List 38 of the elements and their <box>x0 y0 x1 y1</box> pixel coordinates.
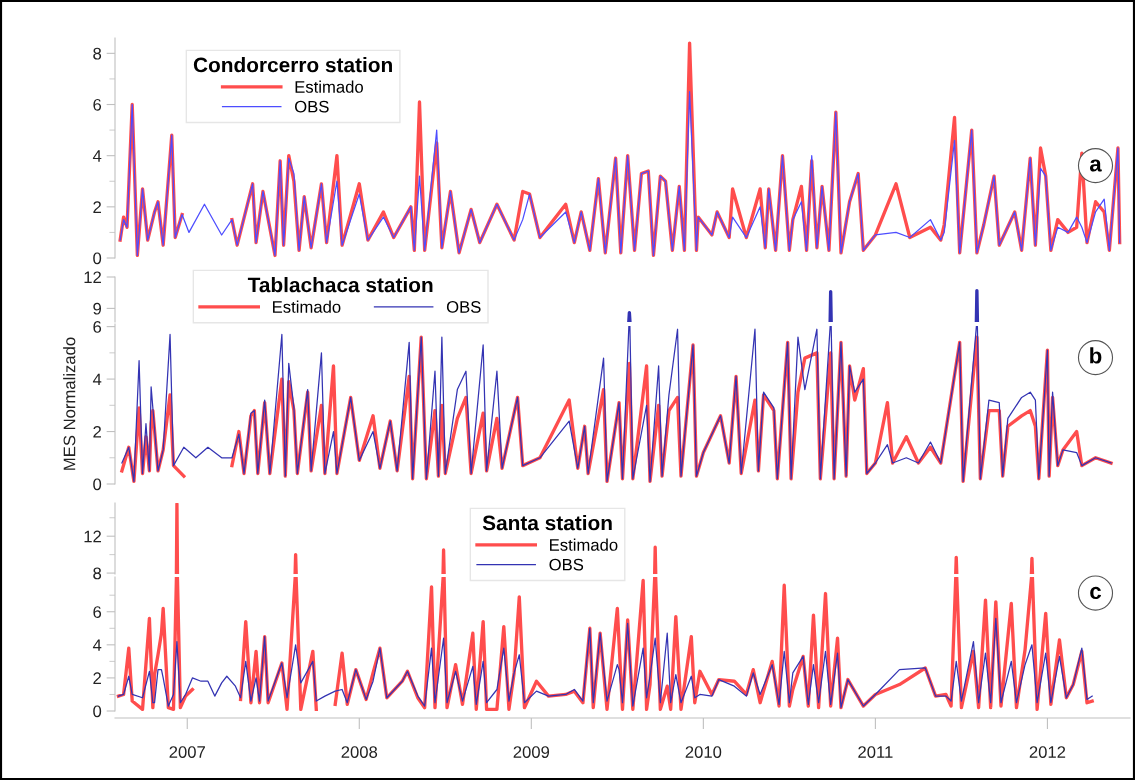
x-tick-label: 2009 <box>513 746 550 758</box>
y-tick-label: 0 <box>93 478 102 491</box>
legend-title: Tablachaca station <box>247 277 433 293</box>
legend-title: Santa station <box>482 515 612 531</box>
annotation: c <box>1090 586 1102 600</box>
y-tick-label: 6 <box>93 606 102 618</box>
y-tick-label: 8 <box>93 47 102 60</box>
legend-label: Estimado <box>295 80 363 93</box>
legend-label: Estimado <box>550 538 618 551</box>
annotation: a <box>1089 159 1102 172</box>
y-axis-title: MES Normalizado <box>63 337 76 470</box>
x-tick-label: 2007 <box>169 746 205 758</box>
y-tick-label: 6 <box>93 321 102 333</box>
legend-label: OBS <box>295 100 329 113</box>
line-series <box>117 617 1093 709</box>
legend-label: OBS <box>549 558 584 571</box>
y-tick-label: 4 <box>92 373 102 386</box>
y-tick-label: 4 <box>92 639 102 651</box>
x-tick-label: 2012 <box>1029 746 1066 758</box>
x-tick-label: 2010 <box>685 746 722 758</box>
y-tick-label: 2 <box>93 425 101 438</box>
legend-title: Condorcerro station <box>193 57 392 73</box>
legend-label: OBS <box>446 301 481 313</box>
y-tick-label: 8 <box>93 567 102 580</box>
annotation: b <box>1090 347 1102 364</box>
y-tick-label: 0 <box>93 252 102 265</box>
x-tick-label: 2008 <box>341 746 378 758</box>
line-series <box>119 91 1121 257</box>
y-tick-label: 6 <box>93 98 102 111</box>
y-tick-label: 4 <box>92 150 102 162</box>
y-tick-label: 2 <box>93 201 101 213</box>
y-tick-label: 9 <box>93 302 102 315</box>
y-tick-label: 12 <box>84 530 101 543</box>
x-tick-label: 2011 <box>858 746 893 758</box>
legend-label: Estimado <box>273 300 341 313</box>
y-tick-label: 0 <box>93 705 102 718</box>
y-tick-label: 12 <box>84 271 101 284</box>
y-tick-label: 2 <box>93 672 101 684</box>
